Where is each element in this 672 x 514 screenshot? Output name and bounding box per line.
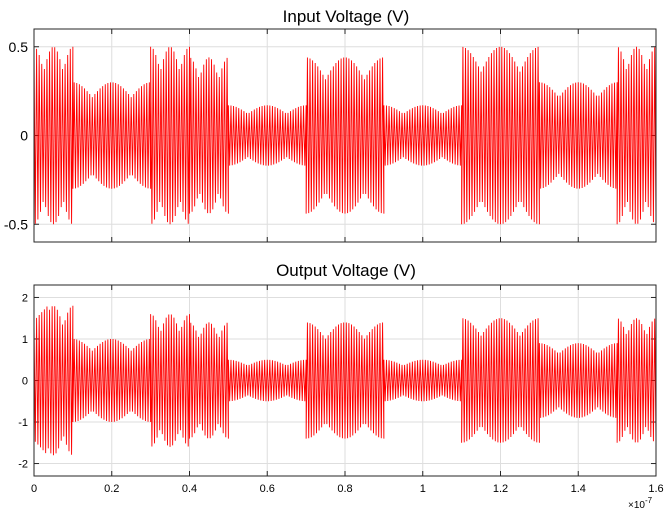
output-voltage-panel: Output Voltage (V) 2 1 0 -1 -2 0 0.2 0.4 0.6 0.8…	[18, 261, 663, 511]
y-tick-label: -0.5	[4, 216, 28, 232]
output-x-ticks: 0 0.2 0.4 0.6 0.8 1 1.2 1.4 1.6	[31, 285, 664, 495]
x-tick-label: 1.6	[648, 483, 663, 495]
output-axes-box	[33, 284, 657, 477]
x-tick-label: 0.4	[182, 483, 197, 495]
voltage-trace	[33, 46, 657, 225]
y-tick-label: 0.5	[9, 39, 29, 55]
y-tick-label: 0	[20, 128, 28, 144]
y-tick-label: 1	[22, 334, 28, 346]
input-voltage-panel: Input Voltage (V) 0.5 0 -0.5	[4, 7, 657, 243]
y-tick-label: 0	[22, 376, 28, 388]
x-tick-label: 0	[31, 483, 37, 495]
x-tick-label: 1.4	[571, 483, 586, 495]
x-tick-label: 1.2	[493, 483, 508, 495]
x-axis-exponent-label: ×10-7	[628, 496, 653, 511]
input-voltage-series	[33, 46, 657, 225]
x-tick-label: 1	[420, 483, 426, 495]
voltage-trace	[33, 305, 657, 456]
output-grid	[33, 285, 657, 476]
output-y-ticks: 2 1 0 -1 -2	[18, 292, 656, 471]
output-voltage-series	[33, 305, 657, 456]
y-tick-label: -2	[18, 459, 28, 471]
x-tick-label: 0.6	[260, 483, 275, 495]
input-voltage-title: Input Voltage (V)	[283, 7, 410, 26]
y-tick-label: -1	[18, 417, 28, 429]
input-axes-box	[33, 28, 657, 243]
output-voltage-title: Output Voltage (V)	[276, 261, 416, 280]
x-tick-label: 0.2	[104, 483, 119, 495]
y-tick-label: 2	[22, 292, 28, 304]
x-tick-label: 0.8	[337, 483, 352, 495]
